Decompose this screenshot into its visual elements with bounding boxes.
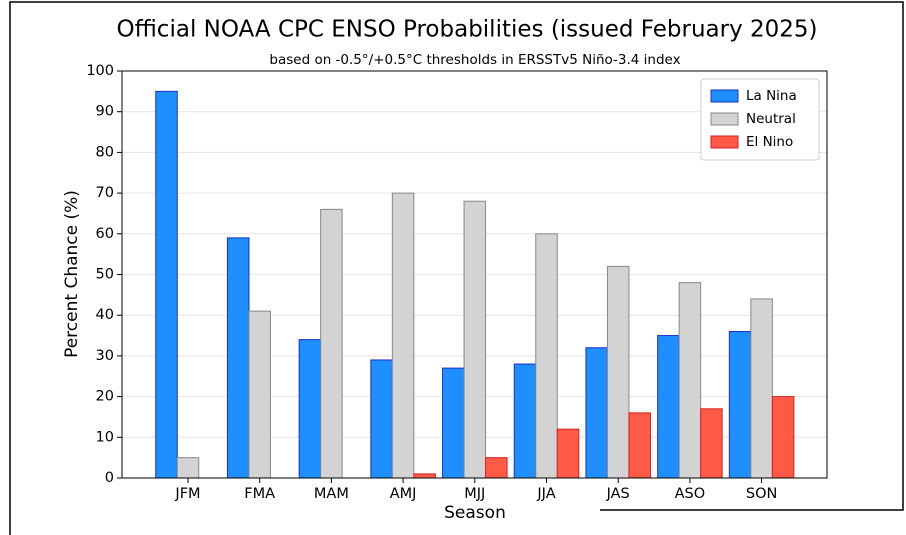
bar bbox=[585, 347, 608, 479]
bar bbox=[413, 473, 436, 479]
x-tick-label: ASO bbox=[675, 486, 706, 502]
bar bbox=[678, 282, 702, 479]
bar bbox=[771, 396, 795, 479]
legend-swatch bbox=[710, 112, 739, 126]
bar bbox=[628, 412, 651, 479]
bar bbox=[657, 335, 680, 479]
x-tick-label: FMA bbox=[244, 486, 275, 502]
bar bbox=[463, 200, 487, 479]
legend-swatch bbox=[710, 135, 739, 149]
y-tick-label: 10 bbox=[96, 429, 114, 445]
y-tick-label: 50 bbox=[96, 267, 114, 283]
legend-label: El Nino bbox=[746, 134, 793, 150]
bar bbox=[442, 367, 465, 479]
legend-swatch bbox=[710, 89, 739, 103]
y-tick-label: 60 bbox=[96, 226, 114, 242]
bar bbox=[606, 265, 630, 479]
x-tick-label: MJJ bbox=[464, 486, 485, 502]
chart-subtitle: based on -0.5°/+0.5°C thresholds in ERSS… bbox=[269, 52, 680, 68]
y-axis-label: Percent Chance (%) bbox=[62, 190, 82, 358]
legend-label: La Nina bbox=[746, 88, 797, 104]
chart-title: Official NOAA CPC ENSO Probabilities (is… bbox=[116, 17, 817, 43]
bar bbox=[700, 408, 723, 479]
plot-frame bbox=[121, 70, 828, 479]
bar bbox=[750, 298, 773, 479]
bar bbox=[155, 90, 178, 479]
x-tick-label: MAM bbox=[314, 486, 349, 502]
bar bbox=[535, 233, 558, 479]
x-tick-label: AMJ bbox=[390, 486, 417, 502]
bar bbox=[556, 428, 580, 479]
y-tick-label: 70 bbox=[96, 185, 114, 201]
x-tick-label: SON bbox=[746, 486, 777, 502]
legend-label: Neutral bbox=[746, 111, 796, 127]
y-tick-label: 0 bbox=[105, 470, 114, 486]
bar bbox=[298, 339, 322, 479]
y-tick-label: 100 bbox=[86, 63, 114, 79]
bar bbox=[728, 330, 752, 479]
bar bbox=[320, 208, 343, 479]
bar bbox=[391, 192, 415, 479]
x-tick-label: JAS bbox=[606, 486, 630, 502]
y-tick-label: 90 bbox=[96, 104, 114, 120]
x-tick-label: JJA bbox=[536, 486, 555, 502]
x-tick-label: JFM bbox=[174, 486, 200, 502]
bar bbox=[176, 457, 200, 479]
bar bbox=[226, 237, 250, 479]
bar bbox=[485, 457, 508, 479]
x-axis-label: Season bbox=[444, 503, 506, 523]
y-tick-label: 80 bbox=[96, 144, 114, 160]
bar bbox=[248, 310, 271, 479]
bar bbox=[370, 359, 393, 479]
y-tick-label: 40 bbox=[96, 307, 114, 323]
y-tick-label: 20 bbox=[96, 389, 114, 405]
y-tick-label: 30 bbox=[96, 348, 114, 364]
bar bbox=[513, 363, 537, 479]
frame bbox=[9, 1, 904, 535]
